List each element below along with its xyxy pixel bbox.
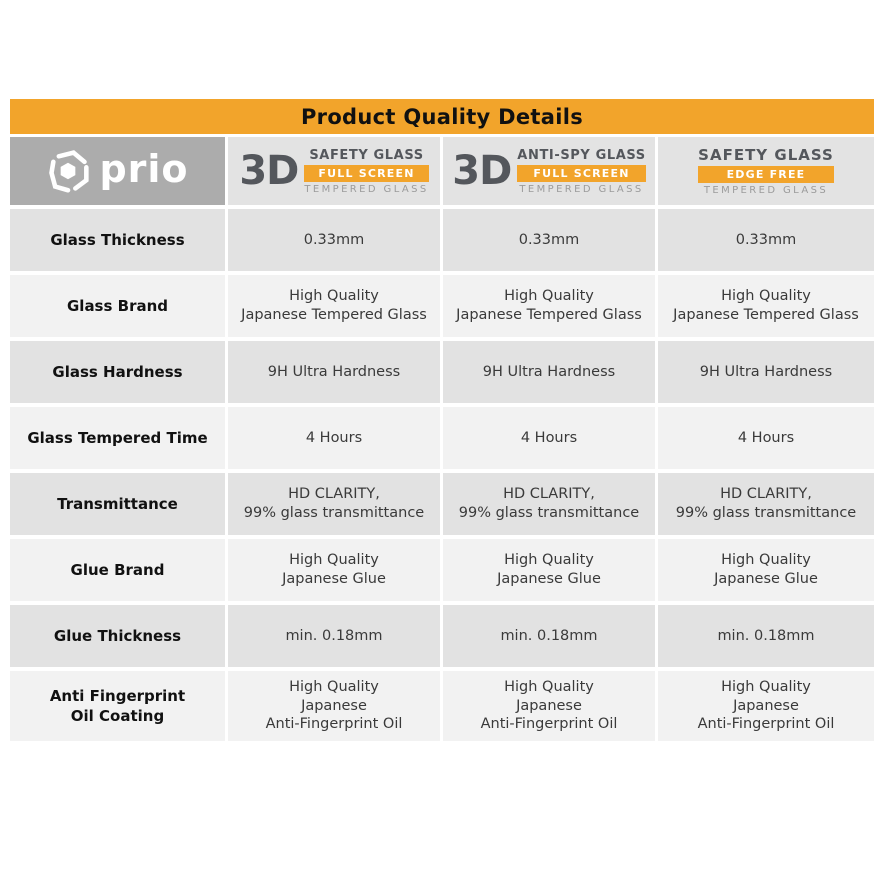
product-name: SAFETY GLASS <box>309 147 424 163</box>
prio-logo-icon <box>49 150 90 193</box>
cell-glass-hardness-col3: 9H Ultra Hardness <box>658 341 874 403</box>
comparison-grid: prio 3D SAFETY GLASS FULL SCREEN TEMPERE… <box>10 137 874 741</box>
row-label-glass-tempered-time: Glass Tempered Time <box>10 407 225 469</box>
product-badge: EDGE FREE <box>698 166 834 183</box>
cell-transmittance-col1: HD CLARITY, 99% glass transmittance <box>228 473 440 535</box>
cell-anti-fingerprint-col2: High Quality Japanese Anti-Fingerprint O… <box>443 671 655 741</box>
cell-glass-tempered-time-col2: 4 Hours <box>443 407 655 469</box>
row-label-glass-hardness: Glass Hardness <box>10 341 225 403</box>
cell-transmittance-col2: HD CLARITY, 99% glass transmittance <box>443 473 655 535</box>
cell-anti-fingerprint-col1: High Quality Japanese Anti-Fingerprint O… <box>228 671 440 741</box>
3d-prefix: 3D <box>452 148 512 194</box>
cell-glue-thickness-col1: min. 0.18mm <box>228 605 440 667</box>
cell-glass-thickness-col2: 0.33mm <box>443 209 655 271</box>
cell-glass-thickness-col3: 0.33mm <box>658 209 874 271</box>
product-subtitle: TEMPERED GLASS <box>519 183 644 195</box>
cell-glass-hardness-col2: 9H Ultra Hardness <box>443 341 655 403</box>
product-badge: FULL SCREEN <box>304 164 429 182</box>
cell-anti-fingerprint-col3: High Quality Japanese Anti-Fingerprint O… <box>658 671 874 741</box>
brand-logo-cell: prio <box>10 137 225 205</box>
cell-transmittance-col3: HD CLARITY, 99% glass transmittance <box>658 473 874 535</box>
cell-glass-brand-col2: High Quality Japanese Tempered Glass <box>443 275 655 337</box>
product-quality-table: Product Quality Details prio 3D SA <box>10 99 874 741</box>
cell-glass-tempered-time-col3: 4 Hours <box>658 407 874 469</box>
cell-glass-tempered-time-col1: 4 Hours <box>228 407 440 469</box>
row-label-glass-thickness: Glass Thickness <box>10 209 225 271</box>
table-title-bar: Product Quality Details <box>10 99 874 134</box>
product-name: ANTI-SPY GLASS <box>517 147 646 163</box>
cell-glass-brand-col1: High Quality Japanese Tempered Glass <box>228 275 440 337</box>
cell-glass-hardness-col1: 9H Ultra Hardness <box>228 341 440 403</box>
product-subtitle: TEMPERED GLASS <box>703 185 829 196</box>
cell-glue-thickness-col2: min. 0.18mm <box>443 605 655 667</box>
product-subtitle: TEMPERED GLASS <box>304 183 429 195</box>
page-title: Product Quality Details <box>300 104 584 129</box>
row-label-anti-fingerprint-oil-coating: Anti Fingerprint Oil Coating <box>10 671 225 741</box>
cell-glue-thickness-col3: min. 0.18mm <box>658 605 874 667</box>
row-label-glue-brand: Glue Brand <box>10 539 225 601</box>
column-header-3d-anti-spy-glass: 3D ANTI-SPY GLASS FULL SCREEN TEMPERED G… <box>443 137 655 205</box>
cell-glass-thickness-col1: 0.33mm <box>228 209 440 271</box>
row-label-transmittance: Transmittance <box>10 473 225 535</box>
column-header-3d-safety-glass: 3D SAFETY GLASS FULL SCREEN TEMPERED GLA… <box>228 137 440 205</box>
product-badge: FULL SCREEN <box>517 164 646 182</box>
cell-glass-brand-col3: High Quality Japanese Tempered Glass <box>658 275 874 337</box>
row-label-glue-thickness: Glue Thickness <box>10 605 225 667</box>
cell-glue-brand-col2: High Quality Japanese Glue <box>443 539 655 601</box>
cell-glue-brand-col1: High Quality Japanese Glue <box>228 539 440 601</box>
brand-wordmark: prio <box>99 147 189 191</box>
row-label-glass-brand: Glass Brand <box>10 275 225 337</box>
cell-glue-brand-col3: High Quality Japanese Glue <box>658 539 874 601</box>
3d-prefix: 3D <box>239 148 299 194</box>
column-header-safety-glass-edge-free: SAFETY GLASS EDGE FREE TEMPERED GLASS <box>658 137 874 205</box>
product-name: SAFETY GLASS <box>698 146 834 164</box>
